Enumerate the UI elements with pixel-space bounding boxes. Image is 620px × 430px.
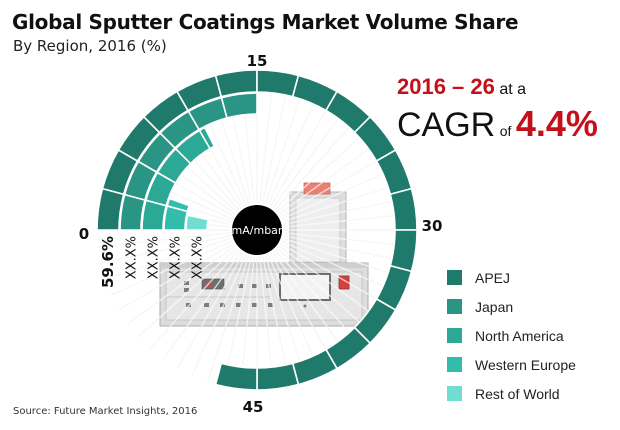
cagr-of: of [499,123,512,139]
tick-label-30: 30 [422,217,443,235]
cagr-years: 2016 – 26 [397,74,495,99]
chart-subtitle: By Region, 2016 (%) [13,37,167,55]
chart-title: Global Sputter Coatings Market Volume Sh… [12,10,519,34]
legend-swatch [447,386,462,401]
ring-segment-rest-of-world [185,214,210,231]
series-value-labels: 59.6% XX.X% XX.X% XX.X% XX.X% [99,236,206,288]
ring-segment-apej [214,362,258,391]
legend-label: APEJ [475,269,511,286]
tick-label-15: 15 [247,52,268,70]
ring-segment-north-america [198,126,216,150]
ring-segment-apej [256,362,300,391]
legend-label: North America [475,327,564,344]
ring-segment-apej [389,229,418,273]
cagr-at-a: at a [499,81,527,98]
source-note: Source: Future Market Insights, 2016 [13,406,198,417]
cagr-label: CAGR [397,106,496,144]
legend-swatch [447,270,462,285]
gauge-rings [96,69,418,391]
series-value-label: XX.X% [169,236,184,279]
legend: APEJ Japan North America Western Europe … [447,263,576,408]
series-value-label: XX.X% [147,236,162,279]
gauge-center: mA/mbar [232,205,283,255]
gauge-tick-labels: 0 15 30 45 [79,52,443,416]
cagr-value-line: CAGR of 4.4% [397,103,598,145]
legend-swatch [447,299,462,314]
center-unit-label: mA/mbar [232,224,283,237]
series-value-label: 59.6% [99,236,117,288]
legend-label: Western Europe [475,356,576,373]
legend-item-western-europe: Western Europe [447,350,576,379]
cagr-period: 2016 – 26 at a [397,74,526,100]
legend-item-apej: APEJ [447,263,576,292]
ring-segment-apej [256,69,300,98]
legend-item-rest-of-world: Rest of World [447,379,576,408]
ring-segment-japan [119,193,146,231]
ring-segment-western-europe [166,197,191,213]
legend-label: Rest of World [475,385,560,402]
legend-swatch [447,357,462,372]
tick-label-0: 0 [79,225,89,243]
series-value-label: XX.X% [191,236,206,279]
legend-label: Japan [475,298,514,315]
ring-segment-japan [220,92,258,119]
ring-segment-apej [389,187,418,231]
series-value-label: XX.X% [125,236,140,279]
legend-item-north-america: North America [447,321,576,350]
tick-label-45: 45 [243,398,264,416]
legend-swatch [447,328,462,343]
cagr-value: 4.4% [515,103,598,144]
legend-item-japan: Japan [447,292,576,321]
